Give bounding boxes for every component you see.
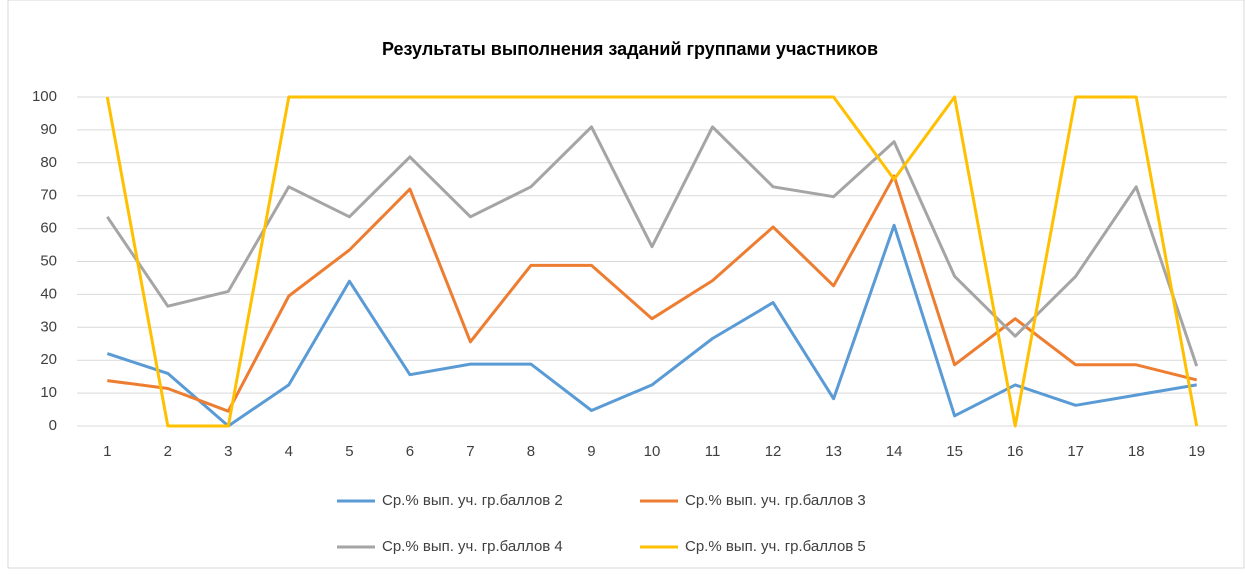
y-tick-label: 50	[40, 252, 57, 269]
x-tick-label: 7	[466, 443, 474, 460]
y-tick-label: 90	[40, 121, 57, 138]
series-line	[107, 174, 1198, 413]
x-tick-label: 6	[406, 443, 414, 460]
y-tick-label: 40	[40, 285, 57, 302]
chart-border	[7, 0, 1245, 569]
x-tick-label: 1	[103, 443, 111, 460]
x-tick-label: 18	[1128, 443, 1145, 460]
chart-title: Результаты выполнения заданий группами у…	[382, 39, 878, 59]
legend-label: Ср.% вып. уч. гр.баллов 5	[685, 538, 866, 555]
legend-label: Ср.% вып. уч. гр.баллов 3	[685, 492, 866, 509]
legend-label: Ср.% вып. уч. гр.баллов 2	[382, 492, 563, 509]
y-tick-label: 60	[40, 220, 57, 237]
legend-label: Ср.% вып. уч. гр.баллов 4	[382, 538, 563, 555]
series-line	[106, 223, 1197, 428]
x-tick-label: 4	[285, 443, 293, 460]
series-line	[105, 95, 1199, 428]
x-tick-label: 19	[1188, 443, 1205, 460]
x-tick-label: 2	[164, 443, 172, 460]
y-tick-label: 0	[49, 417, 57, 434]
y-tick-label: 100	[32, 88, 57, 105]
x-tick-label: 15	[946, 443, 963, 460]
y-tick-label: 10	[40, 384, 57, 401]
x-tick-label: 10	[644, 443, 661, 460]
series-line	[106, 125, 1199, 367]
x-tick-label: 3	[224, 443, 232, 460]
x-tick-label: 13	[825, 443, 842, 460]
x-tick-label: 9	[587, 443, 595, 460]
x-tick-label: 11	[705, 443, 721, 460]
x-tick-label: 8	[527, 443, 535, 460]
x-tick-label: 16	[1007, 443, 1024, 460]
x-tick-label: 12	[765, 443, 782, 460]
y-tick-label: 30	[40, 318, 57, 335]
y-tick-label: 20	[40, 351, 57, 368]
y-tick-label: 70	[40, 187, 57, 204]
x-tick-label: 5	[345, 443, 353, 460]
x-tick-label: 17	[1067, 443, 1084, 460]
y-tick-label: 80	[40, 154, 57, 171]
x-tick-label: 14	[886, 443, 903, 460]
